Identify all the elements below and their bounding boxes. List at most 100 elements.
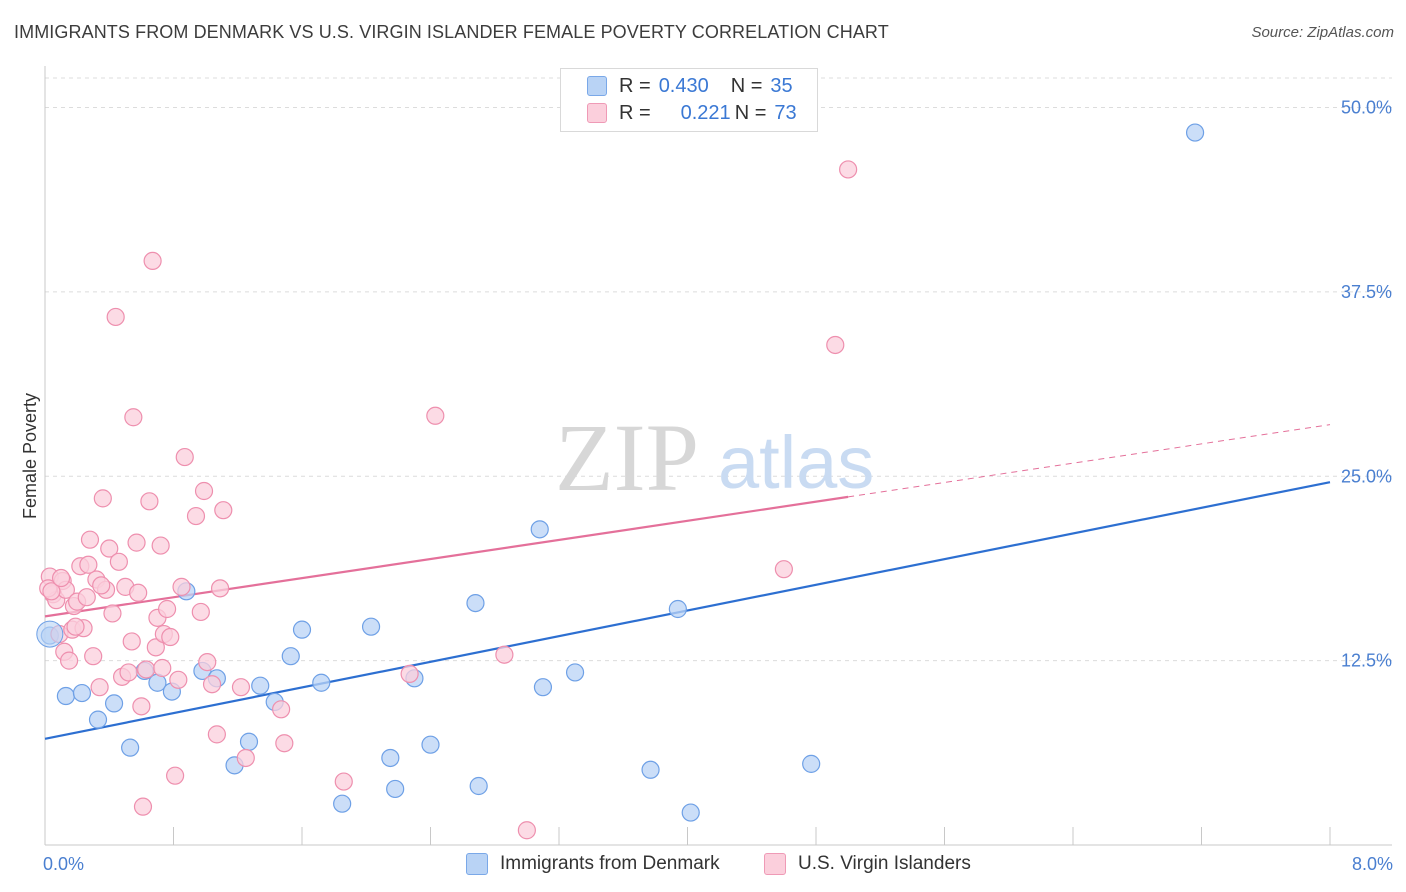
tick-labels: 12.5% 25.0% 37.5% 50.0% 0.0% 8.0% (43, 98, 1393, 875)
point-virgin-islander (161, 627, 180, 647)
point-virgin-islander (517, 821, 536, 840)
data-points (36, 123, 1205, 840)
legend-row-virgin-islanders: R = 0.221 N = 73 (587, 100, 797, 126)
point-denmark (1185, 123, 1205, 142)
point-virgin-islander (137, 660, 156, 679)
point-virgin-islander (426, 406, 445, 425)
point-denmark (251, 676, 270, 695)
point-denmark (104, 694, 124, 713)
point-virgin-islander (51, 568, 71, 588)
legend-n-value: 35 (770, 74, 793, 97)
point-virgin-islander (103, 604, 122, 623)
point-denmark (361, 617, 381, 636)
point-denmark (681, 803, 700, 822)
legend-r-label: R = (619, 101, 651, 124)
point-virgin-islander (80, 530, 100, 549)
point-virgin-islander (272, 700, 291, 719)
point-virgin-islander (132, 697, 151, 716)
point-virgin-islander (92, 576, 111, 595)
chart-title: IMMIGRANTS FROM DENMARK VS U.S. VIRGIN I… (14, 22, 889, 42)
point-denmark (421, 735, 440, 754)
point-virgin-islander (42, 582, 61, 601)
bottom-legend-swatch-denmark (466, 853, 488, 875)
legend-r-value: 0.221 (680, 101, 731, 124)
watermark-zip: ZIP (555, 404, 699, 511)
point-virgin-islander (186, 506, 206, 526)
axes (44, 66, 1392, 846)
point-virgin-islander (140, 492, 159, 511)
point-virgin-islander (79, 555, 98, 574)
point-virgin-islander (202, 675, 222, 694)
point-virgin-islander (146, 638, 165, 657)
point-virgin-islander (236, 748, 255, 768)
point-virgin-islander (106, 307, 125, 327)
point-virgin-islander (210, 579, 230, 598)
point-denmark (88, 710, 108, 729)
point-virgin-islander (133, 797, 153, 816)
chart-source: Source: ZipAtlas.com (1251, 24, 1394, 41)
point-virgin-islander (93, 489, 112, 508)
point-denmark (386, 779, 405, 799)
point-virgin-islander (84, 647, 103, 666)
point-virgin-islander (194, 481, 214, 501)
legend-r-label: R = (619, 74, 651, 97)
bottom-legend-swatch-virgin-islanders (764, 853, 786, 875)
point-denmark (469, 776, 488, 796)
legend: R = 0.430 N = 35 R = 0.221 N = 73 (560, 68, 818, 132)
point-denmark (36, 620, 64, 648)
point-virgin-islander (143, 251, 162, 270)
point-denmark (56, 686, 75, 706)
point-virgin-islander (275, 734, 294, 753)
point-virgin-islander (400, 664, 419, 684)
point-denmark (72, 683, 92, 703)
point-virgin-islander (119, 663, 138, 682)
point-virgin-islander (198, 652, 217, 672)
point-denmark (641, 760, 660, 779)
point-denmark (333, 794, 352, 813)
point-virgin-islander (495, 645, 514, 664)
grid-lines (45, 77, 1392, 662)
point-denmark (312, 673, 331, 692)
bottom-legend-denmark: Immigrants from Denmark (466, 850, 720, 878)
point-virgin-islander (127, 533, 146, 552)
watermark: ZIP atlas (555, 404, 874, 511)
point-virgin-islander (157, 599, 177, 619)
x-tick-label: 0.0% (43, 854, 84, 874)
point-virgin-islander (191, 602, 210, 622)
bottom-legend-label-virgin-islanders: U.S. Virgin Islanders (798, 853, 971, 874)
point-virgin-islander (90, 678, 109, 697)
watermark-atlas: atlas (718, 421, 874, 504)
point-virgin-islander (109, 552, 128, 571)
point-denmark (565, 663, 585, 682)
point-virgin-islander (169, 670, 188, 689)
point-virgin-islander (66, 617, 85, 636)
point-virgin-islander (129, 583, 148, 602)
point-denmark (530, 520, 549, 539)
trend-lines (44, 424, 1331, 740)
point-virgin-islander (214, 501, 233, 520)
trend-line-denmark (44, 481, 1331, 740)
point-denmark (121, 738, 140, 757)
point-denmark (668, 599, 687, 619)
trend-line-virgin-islanders (44, 495, 849, 618)
point-virgin-islander (207, 725, 226, 744)
point-virgin-islander (826, 335, 845, 355)
point-virgin-islander (172, 577, 191, 596)
point-virgin-islander (153, 658, 172, 678)
point-virgin-islander (231, 678, 251, 697)
point-denmark (802, 754, 821, 773)
y-tick-label: 12.5% (1341, 651, 1392, 671)
legend-r-value: 0.430 (658, 74, 709, 97)
point-denmark (281, 647, 300, 666)
legend-swatch-virgin-islanders (587, 103, 607, 123)
point-virgin-islander (774, 560, 793, 579)
point-virgin-islander (151, 536, 170, 555)
point-virgin-islander (100, 539, 119, 558)
legend-n-value: 73 (774, 101, 797, 124)
bottom-legend-label-denmark: Immigrants from Denmark (500, 853, 720, 874)
point-virgin-islander (175, 447, 194, 467)
trend-line-virgin-islanders-extension (848, 424, 1331, 498)
point-denmark (533, 678, 553, 697)
bottom-legend-virgin-islanders: U.S. Virgin Islanders (764, 850, 971, 878)
